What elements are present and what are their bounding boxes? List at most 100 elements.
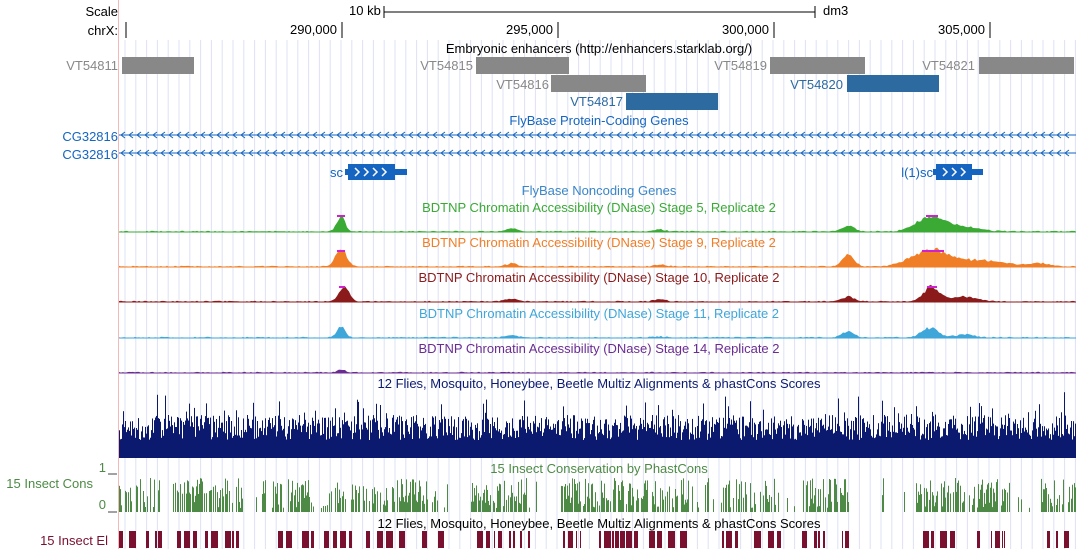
enhancer-label-vt54817[interactable]: VT54817 (570, 94, 623, 109)
multiz-bar (420, 426, 421, 458)
multiz-bar (942, 436, 943, 458)
multiz-bar (584, 438, 585, 458)
gene-label-cg32816-row2[interactable]: CG32816 (62, 147, 118, 162)
multiz-bar (629, 432, 630, 458)
dnase-stage10-title[interactable]: BDTNP Chromatin Accessibility (DNase) St… (418, 270, 780, 285)
dnase-stage14-title[interactable]: BDTNP Chromatin Accessibility (DNase) St… (418, 341, 780, 356)
conserved-element (568, 531, 573, 548)
multiz-bar (176, 427, 177, 458)
conserved-element (236, 531, 239, 548)
multiz-bar (877, 429, 878, 458)
multiz-bar (791, 416, 792, 458)
gene-label-l1sc[interactable]: l(1)sc (901, 165, 933, 180)
multiz-bar (1011, 430, 1012, 458)
phastcons-bar (941, 483, 942, 512)
strand-chevron (144, 149, 150, 157)
multiz-bar (291, 429, 292, 458)
dnase-stage11-title[interactable]: BDTNP Chromatin Accessibility (DNase) St… (418, 306, 780, 321)
multiz-bar (572, 438, 573, 458)
multiz-bar (485, 412, 486, 458)
conserved-element (680, 531, 687, 548)
phastcons-bar (984, 492, 985, 512)
enhancer-label-vt54821[interactable]: VT54821 (922, 58, 975, 73)
multiz-bar (690, 432, 691, 458)
multiz-bar (701, 420, 702, 458)
multiz-bar (192, 422, 193, 458)
phastcons-bar (1009, 482, 1010, 512)
flybase-noncoding-track-title[interactable]: FlyBase Noncoding Genes (521, 183, 677, 198)
enhancer-label-vt54815[interactable]: VT54815 (420, 58, 473, 73)
multiz-bar (170, 426, 171, 458)
multiz-bar (222, 422, 223, 458)
gene-label-cg32816-row1[interactable]: CG32816 (62, 129, 118, 144)
strand-chevron (344, 131, 350, 139)
flybase-coding-track-title[interactable]: FlyBase Protein-Coding Genes (509, 113, 689, 128)
multiz-bar (891, 437, 892, 458)
multiz-bar (419, 438, 420, 458)
multiz-bar (141, 431, 142, 458)
strand-chevron (488, 149, 494, 157)
multiz-bar (472, 429, 473, 458)
phastcons-bar (604, 483, 605, 512)
multiz-bar (815, 428, 816, 458)
strand-chevron (976, 131, 982, 139)
multiz-bar (1070, 427, 1071, 458)
multiz-bar (857, 434, 858, 458)
enhancer-label-vt54811[interactable]: VT54811 (66, 58, 118, 73)
enhancer-label-vt54820[interactable]: VT54820 (790, 77, 843, 92)
conserved-element (278, 531, 283, 548)
phastcons-bar (520, 503, 521, 512)
strand-chevron (216, 149, 222, 157)
dnase-stage9-title[interactable]: BDTNP Chromatin Accessibility (DNase) St… (422, 235, 776, 250)
multiz-bar (540, 431, 541, 458)
strand-chevron (600, 149, 606, 157)
enhancers-track-title[interactable]: Embryonic enhancers (http://enhancers.st… (445, 41, 753, 56)
multiz-bar (336, 436, 337, 458)
phastcons-bar (281, 484, 282, 512)
dnase-stage5-title[interactable]: BDTNP Chromatin Accessibility (DNase) St… (422, 200, 776, 215)
chrom-label[interactable]: chrX: (87, 23, 118, 38)
multiz-bar (361, 424, 362, 458)
phastcons-track-title[interactable]: 15 Insect Conservation by PhastCons (490, 461, 708, 476)
multiz-bar (830, 429, 831, 458)
multiz-bar (507, 423, 508, 458)
multiz-track-title[interactable]: 12 Flies, Mosquito, Honeybee, Beetle Mul… (377, 376, 821, 391)
multiz-bar (628, 426, 629, 458)
multiz-bar (988, 416, 989, 458)
elements-side-label[interactable]: 15 Insect El (40, 533, 108, 548)
phastcons-bar (575, 484, 576, 512)
conserved-element (802, 531, 807, 548)
phastcons-bar (673, 507, 674, 512)
strand-chevron (424, 131, 430, 139)
enhancer-label-vt54816[interactable]: VT54816 (496, 77, 549, 92)
multiz-bar (1017, 424, 1018, 458)
multiz-bar (563, 406, 564, 458)
phastcons-bar (256, 497, 257, 512)
phastcons-bar (1007, 492, 1008, 512)
phastcons-bar (986, 489, 987, 512)
strand-chevron (160, 149, 166, 157)
enhancer-label-vt54819[interactable]: VT54819 (714, 58, 767, 73)
strand-chevron (408, 149, 414, 157)
multiz-bar (901, 423, 902, 458)
phastcons-bar (825, 497, 826, 512)
strand-chevron (616, 131, 622, 139)
phastcons-bar (437, 500, 438, 512)
multiz-bar (555, 424, 556, 458)
gene-label-sc[interactable]: sc (330, 165, 343, 180)
conserved-element (950, 531, 955, 548)
multiz-bar (598, 433, 599, 458)
phastcons-bar (943, 487, 944, 512)
phastcons-bar (498, 490, 499, 512)
strand-chevron (384, 149, 390, 157)
phastcons-bar (579, 481, 580, 512)
elements-track-title[interactable]: 12 Flies, Mosquito, Honeybee, Beetle Mul… (377, 516, 821, 531)
multiz-bar (603, 435, 604, 458)
multiz-bar (497, 417, 498, 458)
phastcons-bar (820, 489, 821, 512)
multiz-bar (274, 425, 275, 458)
multiz-bar (258, 436, 259, 458)
phastcons-side-label[interactable]: 15 Insect Cons (6, 476, 93, 491)
